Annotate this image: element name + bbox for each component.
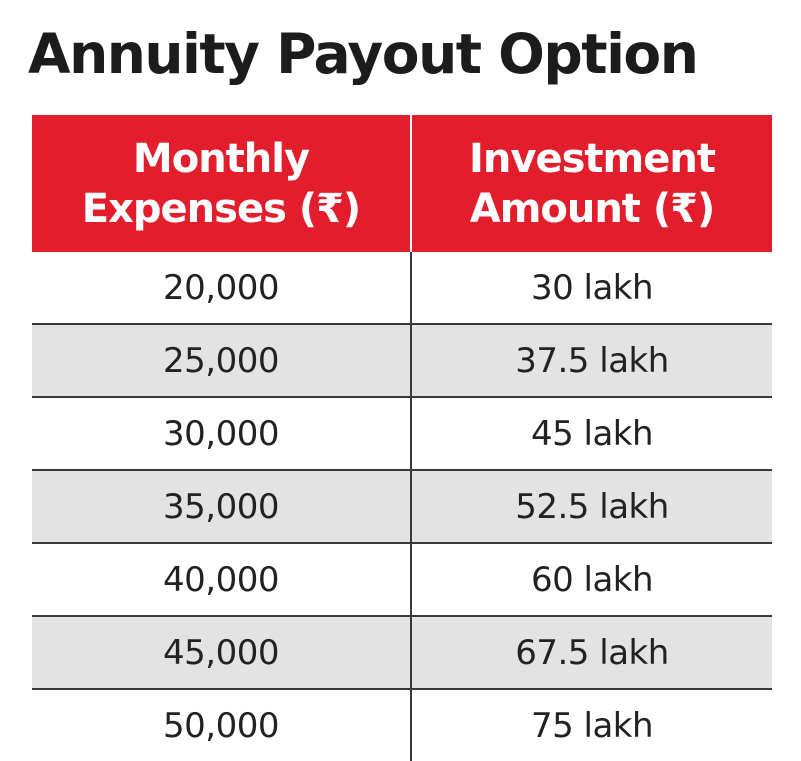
- investment-amount-cell: 67.5 lakh: [412, 617, 772, 688]
- table-row: 35,000 52.5 lakh: [32, 471, 772, 544]
- column-header-investment-amount: Investment Amount (₹): [412, 115, 772, 252]
- monthly-expenses-cell: 45,000: [32, 617, 412, 688]
- monthly-expenses-cell: 50,000: [32, 690, 412, 761]
- investment-amount-cell: 52.5 lakh: [412, 471, 772, 542]
- monthly-expenses-cell: 25,000: [32, 325, 412, 396]
- page-title: Annuity Payout Option: [28, 22, 699, 86]
- column-header-line: Investment: [469, 135, 716, 182]
- column-header-line: Amount (₹): [469, 185, 716, 232]
- table-row: 25,000 37.5 lakh: [32, 325, 772, 398]
- table-row: 40,000 60 lakh: [32, 544, 772, 617]
- column-header-monthly-expenses: Monthly Expenses (₹): [32, 115, 410, 252]
- monthly-expenses-cell: 20,000: [32, 252, 412, 323]
- table-row: 20,000 30 lakh: [32, 252, 772, 325]
- table-row: 30,000 45 lakh: [32, 398, 772, 471]
- monthly-expenses-cell: 40,000: [32, 544, 412, 615]
- payout-table: Monthly Expenses (₹) Investment Amount (…: [32, 115, 772, 761]
- investment-amount-cell: 37.5 lakh: [412, 325, 772, 396]
- monthly-expenses-cell: 35,000: [32, 471, 412, 542]
- column-header-line: Monthly: [132, 135, 310, 182]
- investment-amount-cell: 60 lakh: [412, 544, 772, 615]
- monthly-expenses-cell: 30,000: [32, 398, 412, 469]
- table-header-row: Monthly Expenses (₹) Investment Amount (…: [32, 115, 772, 252]
- table-row: 50,000 75 lakh: [32, 690, 772, 761]
- investment-amount-cell: 30 lakh: [412, 252, 772, 323]
- investment-amount-cell: 75 lakh: [412, 690, 772, 761]
- table-row: 45,000 67.5 lakh: [32, 617, 772, 690]
- investment-amount-cell: 45 lakh: [412, 398, 772, 469]
- column-header-line: Expenses (₹): [81, 185, 361, 232]
